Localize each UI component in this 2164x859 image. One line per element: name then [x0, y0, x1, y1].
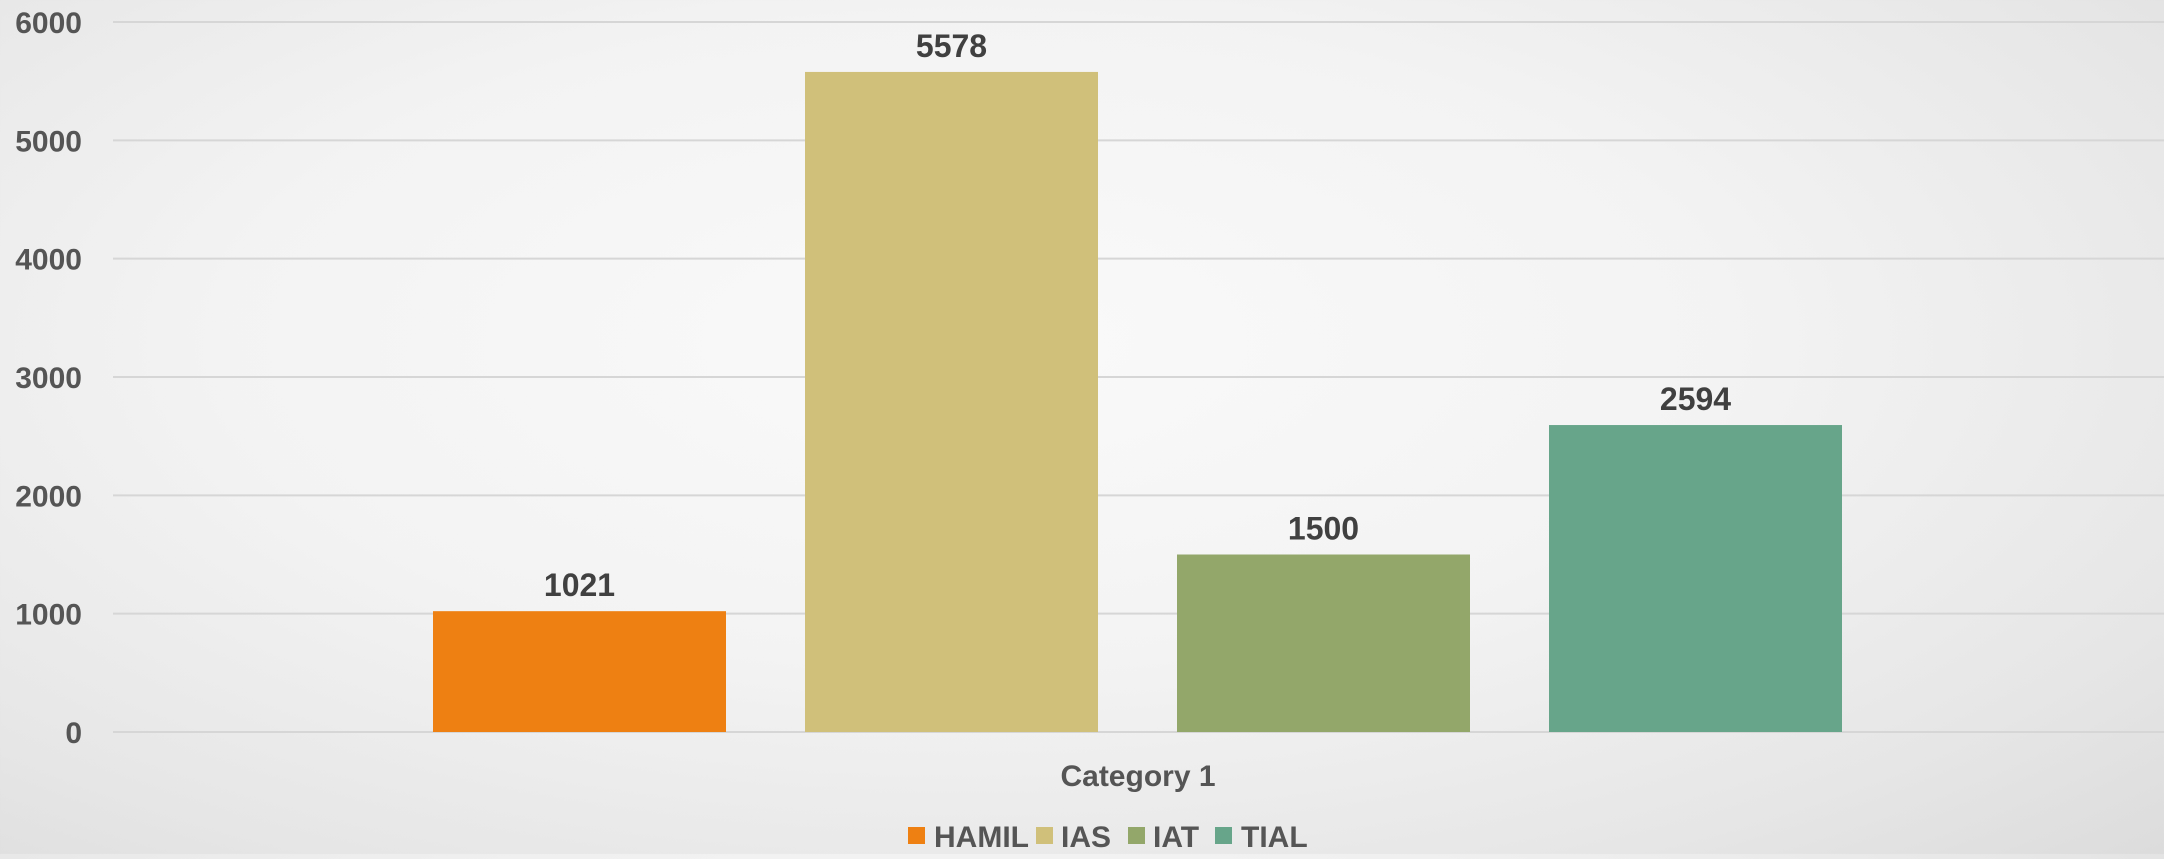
y-tick-label: 3000	[15, 362, 82, 395]
legend-swatch-ias	[1036, 827, 1053, 844]
y-axis-tick-labels: 0 1000 2000 3000 4000 5000 6000	[15, 7, 82, 750]
legend-swatch-tial	[1215, 827, 1232, 844]
y-tick-label: 6000	[15, 7, 82, 40]
gridlines	[113, 21, 2164, 733]
legend-label-ias: IAS	[1061, 821, 1111, 854]
data-label-iat: 1500	[1288, 511, 1359, 547]
data-labels: 1021 5578 1500 2594	[544, 28, 1731, 603]
data-label-ias: 5578	[916, 28, 987, 64]
x-axis-category-label: Category 1	[1060, 760, 1215, 793]
legend-label-iat: IAT	[1153, 821, 1199, 854]
legend-label-hamil: HAMIL	[934, 821, 1029, 854]
data-label-hamil: 1021	[544, 567, 615, 603]
legend-label-tial: TIAL	[1241, 821, 1308, 854]
bar-ias	[805, 71, 1098, 733]
legend-swatch-hamil	[908, 827, 925, 844]
y-tick-label: 1000	[15, 599, 82, 632]
y-tick-label: 0	[65, 717, 82, 750]
bar-hamil	[433, 611, 726, 732]
legend-swatch-iat	[1128, 827, 1145, 844]
y-tick-label: 5000	[15, 125, 82, 158]
data-label-tial: 2594	[1660, 381, 1731, 417]
legend: HAMIL IAS IAT TIAL	[908, 821, 1308, 854]
bar-iat	[1177, 554, 1470, 732]
y-tick-label: 4000	[15, 244, 82, 277]
y-tick-label: 2000	[15, 480, 82, 513]
bar-tial	[1549, 425, 1842, 732]
bars	[433, 71, 1842, 733]
